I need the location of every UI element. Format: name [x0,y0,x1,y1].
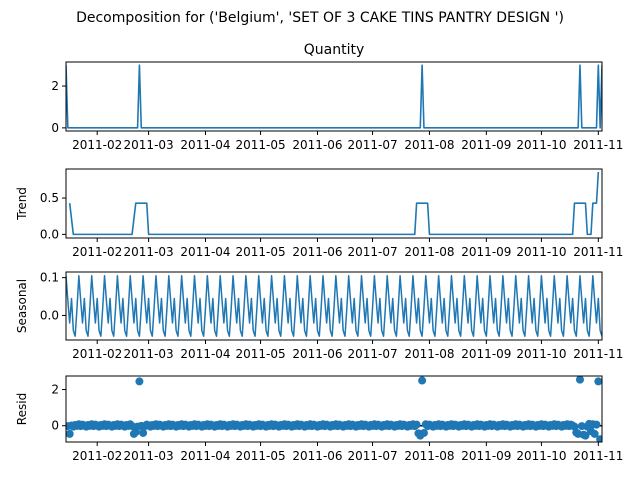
y-axis-label-resid: Resid [15,393,29,425]
y-tick-label-seasonal: 0.0 [40,308,59,322]
axes-frame-seasonal [65,271,603,341]
axes-frame-trend [65,168,603,239]
resid-point [581,431,590,440]
figure-suptitle: Decomposition for ('Belgium', 'SET OF 3 … [76,10,564,26]
x-tick-label-seasonal: 2011-03 [124,347,174,361]
y-tick-label-trend: 0.0 [40,227,59,241]
x-tick-label-quantity: 2011-02 [72,138,122,152]
resid-point [419,428,428,437]
resid-point [590,429,599,438]
series-line-quantity [66,64,602,129]
x-tick-label-resid: 2011-05 [236,449,286,463]
x-tick-label-quantity: 2011-06 [292,138,342,152]
x-tick-label-resid: 2011-09 [461,449,511,463]
panel-seasonal: 0.0 0.1 2011-02 2011-03 2011-04 2011-05 2011-0… [15,271,623,361]
x-tick-label-resid: 2011-06 [292,449,342,463]
panel-quantity: 0 2 2011-02 2011-03 2011-04 2011-05 2011-06 201… [51,42,623,152]
resid-point [412,420,421,429]
series-line-seasonal [66,275,602,337]
resid-point [139,428,148,437]
x-tick-label-seasonal: 2011-04 [180,347,230,361]
plot-area-resid [66,376,602,442]
x-tick-label-seasonal: 2011-10 [516,347,566,361]
x-tick-label-resid: 2011-04 [180,449,230,463]
x-tick-label-quantity: 2011-11 [573,138,623,152]
panel-resid: 0 2 2011-02 2011-03 2011-04 2011-05 2011-06 201… [15,375,623,463]
plot-area-seasonal [66,275,602,337]
resid-point [66,429,74,438]
x-tick-label-quantity: 2011-07 [347,138,397,152]
resid-point [131,428,140,437]
y-tick-label-quantity: 0 [51,121,59,135]
plot-area-quantity [66,64,602,129]
x-tick-label-quantity: 2011-09 [461,138,511,152]
x-tick-label-trend: 2011-09 [461,245,511,259]
x-tick-label-quantity: 2011-03 [124,138,174,152]
x-tick-label-quantity: 2011-04 [180,138,230,152]
x-tick-label-seasonal: 2011-07 [347,347,397,361]
resid-point [135,377,144,386]
x-tick-label-trend: 2011-04 [180,245,230,259]
x-tick-label-trend: 2011-03 [124,245,174,259]
x-tick-label-resid: 2011-08 [404,449,454,463]
x-tick-label-trend: 2011-02 [72,245,122,259]
y-tick-label-trend: 0.5 [40,191,59,205]
resid-point [596,435,602,442]
x-tick-label-resid: 2011-10 [516,449,566,463]
x-tick-label-resid: 2011-11 [573,449,623,463]
x-tick-label-quantity: 2011-05 [236,138,286,152]
x-tick-label-quantity: 2011-08 [404,138,454,152]
x-tick-label-seasonal: 2011-06 [292,347,342,361]
x-tick-label-trend: 2011-11 [573,245,623,259]
resid-point [592,420,601,429]
x-tick-label-trend: 2011-10 [516,245,566,259]
y-tick-label-quantity: 2 [51,79,59,93]
resid-point [418,376,427,385]
x-tick-label-seasonal: 2011-05 [236,347,286,361]
x-tick-label-seasonal: 2011-09 [461,347,511,361]
series-line-trend [68,171,600,236]
x-tick-label-resid: 2011-02 [72,449,122,463]
x-tick-label-resid: 2011-03 [124,449,174,463]
resid-point [594,377,602,386]
x-tick-label-trend: 2011-07 [347,245,397,259]
resid-point [575,376,584,384]
resid-point [585,419,594,428]
axes-frame-resid [65,375,603,443]
y-tick-label-seasonal: 0.1 [40,271,59,285]
plot-area-trend [68,171,600,236]
x-tick-label-seasonal: 2011-11 [573,347,623,361]
x-tick-label-trend: 2011-05 [236,245,286,259]
y-axis-label-trend: Trend [15,187,29,221]
panel-title-quantity: Quantity [304,42,365,58]
axes-frame-quantity [65,61,603,132]
panel-trend: 0.0 0.5 2011-02 2011-03 2011-04 2011-05 2011-0… [15,168,623,259]
x-tick-label-quantity: 2011-10 [516,138,566,152]
x-tick-label-seasonal: 2011-02 [72,347,122,361]
x-tick-label-trend: 2011-06 [292,245,342,259]
x-tick-label-resid: 2011-07 [347,449,397,463]
x-tick-label-seasonal: 2011-08 [404,347,454,361]
y-tick-label-resid: 2 [51,383,59,397]
x-tick-label-trend: 2011-08 [404,245,454,259]
y-tick-label-resid: 0 [51,419,59,433]
y-axis-label-seasonal: Seasonal [15,279,29,333]
